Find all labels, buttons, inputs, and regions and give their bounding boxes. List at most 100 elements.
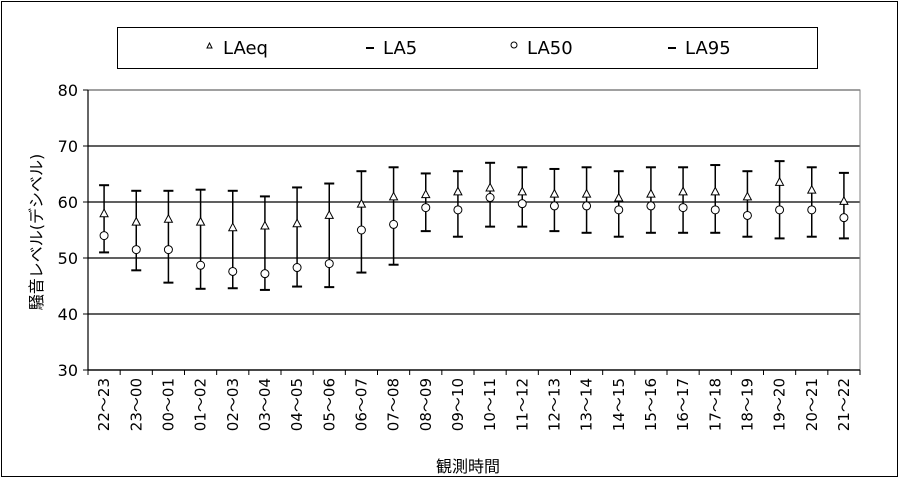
y-tick-label: 80 [58,81,78,100]
la50-point [389,219,399,229]
legend-label-la5: LA5 [383,37,418,59]
x-tick-label: 15～16 [642,378,660,431]
data-markers [99,176,849,279]
x-tick-label: 16～17 [674,378,692,431]
x-tick-label: 22～23 [95,378,113,431]
x-tick-label: 04～05 [288,378,306,431]
laeq-point [839,195,849,205]
legend-label-la50: LA50 [527,37,573,59]
laeq-point [453,186,463,196]
x-tick-label: 21～22 [835,378,853,431]
x-tick-label: 20～21 [803,378,821,431]
laeq-point [388,191,399,201]
laeq-point [227,222,238,232]
x-tick-labels: 22～23 23～00 00～01 01～02 02～03 03～04 04～05 05～06… [95,378,853,431]
laeq-point [613,192,624,202]
x-tick-label: 07～08 [385,378,403,431]
la50-point [260,269,270,279]
x-tick-label: 12～13 [545,378,563,431]
laeq-point [163,213,174,223]
la50-point [196,260,206,270]
laeq-point [806,184,817,194]
x-tick-label: 18～19 [738,378,756,431]
axes [83,89,861,375]
la50-point [292,263,302,273]
la50-point [228,266,238,276]
la50-point [839,213,849,223]
legend-item-la5: LA5 [363,36,417,60]
la50-point [485,193,495,203]
laeq-point [646,188,656,198]
la50-point [421,203,431,213]
laeq-point [131,216,142,226]
laeq-point [260,220,270,230]
la50-point [517,199,527,209]
x-tick-label: 08～09 [417,378,435,431]
laeq-point [774,176,785,186]
la50-point [646,201,656,211]
plot-area [87,89,861,371]
x-tick-label: 14～15 [610,378,628,431]
y-tick-label: 70 [58,137,78,156]
x-tick-label: 11～12 [513,378,531,431]
la50-point [678,203,688,213]
la50-point [453,205,463,215]
la50-point [582,201,592,211]
laeq-point [742,191,753,201]
legend-item-la95: LA95 [665,36,731,60]
legend-item-laeq: LAeq [203,36,268,60]
x-tick-label: 06～07 [352,378,370,431]
circle-marker-icon [510,41,518,49]
la50-point [549,201,559,211]
legend-label-laeq: LAeq [223,37,268,59]
x-tick-label: 23～00 [127,378,145,431]
laeq-point [549,188,560,198]
la50-point [742,210,752,220]
laeq-point [324,209,335,219]
la50-point [710,205,720,215]
la50-point [131,245,141,255]
x-tick-label: 03～04 [256,378,274,431]
x-tick-label: 02～03 [224,378,242,431]
error-bars [99,160,849,291]
x-tick-label: 05～06 [320,378,338,431]
x-tick-label: 10～11 [481,378,499,431]
laeq-point [517,186,528,196]
la50-point [614,205,624,215]
x-tick-label: 01～02 [192,378,210,431]
laeq-point [195,216,206,226]
x-axis-label: 観測時間 [436,457,500,476]
laeq-point [581,188,592,198]
y-tick-labels: 30 40 50 60 70 80 [58,81,78,380]
laeq-point [678,186,688,196]
x-tick-label: 19～20 [771,378,789,431]
laeq-point [292,218,302,228]
dash-marker-icon [668,47,676,49]
dash-marker-icon [366,47,374,49]
y-axis-label: 騒音レベル(デシベル) [27,154,46,311]
la50-point [163,245,173,255]
la50-point [775,205,785,215]
la50-point [324,259,334,269]
laeq-point [420,189,431,199]
x-tick-label: 17～18 [706,378,724,431]
y-tick-label: 40 [58,305,78,324]
x-tick-label: 00～01 [159,378,177,431]
la50-point [807,205,817,215]
la50-point [356,225,366,235]
laeq-point [485,182,495,192]
legend-item-la50: LA50 [507,36,573,60]
legend-label-la95: LA95 [685,37,731,59]
grid-lines [88,89,860,371]
y-tick-label: 30 [58,361,78,380]
laeq-point [99,208,109,218]
laeq-point [356,198,367,208]
y-tick-label: 50 [58,249,78,268]
y-tick-label: 60 [58,193,78,212]
laeq-point [710,186,721,196]
triangle-marker-icon [206,41,213,49]
legend: LAeq LA5 LA50 LA95 [117,27,818,69]
x-tick-label: 09～10 [449,378,467,431]
